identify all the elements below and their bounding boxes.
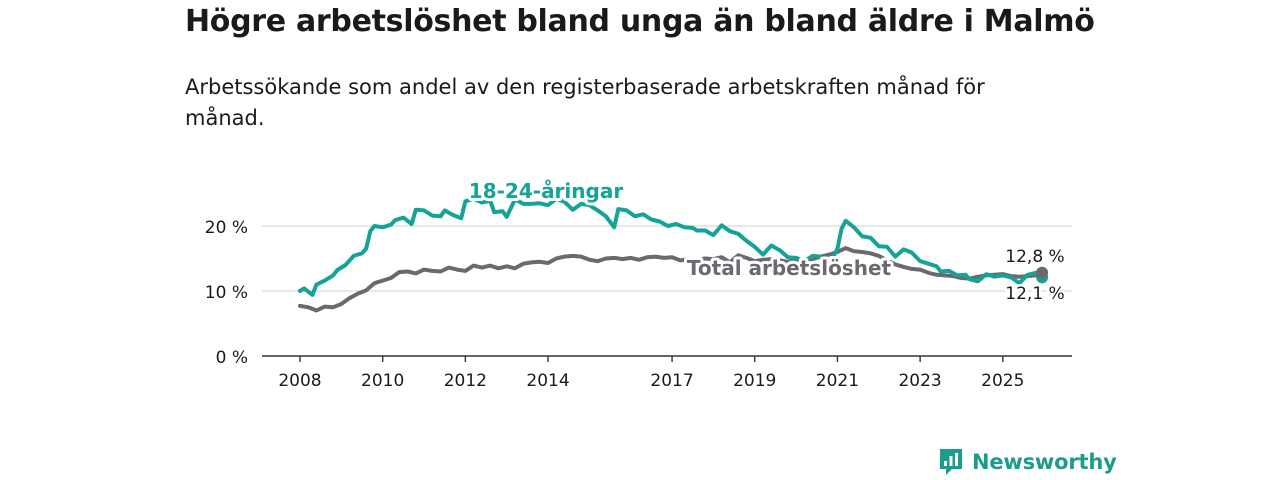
x-tick-label: 2021 [816, 371, 859, 391]
x-tick-label: 2012 [444, 371, 487, 391]
y-tick-label: 20 % [205, 218, 248, 238]
x-tick-label: 2010 [361, 371, 404, 391]
x-tick-label: 2008 [278, 371, 321, 391]
chart-subtitle: Arbetssökande som andel av den registerb… [185, 75, 985, 130]
x-tick-label: 2019 [733, 371, 776, 391]
end-value-label-total: 12,8 % [1005, 247, 1064, 267]
series-line-total [298, 246, 1045, 313]
brand-name: Newsworthy [972, 450, 1117, 474]
x-tick-label: 2014 [526, 371, 569, 391]
end-point-total [1036, 266, 1049, 279]
series-line-youth [298, 196, 1045, 297]
x-tick-label: 2025 [981, 371, 1024, 391]
x-tick-label: 2017 [650, 371, 693, 391]
series-label-total: Total arbetslöshet [687, 256, 892, 280]
end-value-label-youth: 12,1 % [1005, 284, 1064, 304]
chart-title: Högre arbetslöshet bland unga än bland ä… [185, 4, 1095, 39]
x-tick-label: 2023 [898, 371, 941, 391]
y-tick-label: 0 % [216, 348, 248, 368]
series-label-youth: 18-24-åringar [469, 179, 624, 203]
newsworthy-logo-icon [940, 449, 962, 475]
newsworthy-brand[interactable]: Newsworthy [938, 447, 1117, 477]
y-tick-label: 10 % [205, 283, 248, 303]
